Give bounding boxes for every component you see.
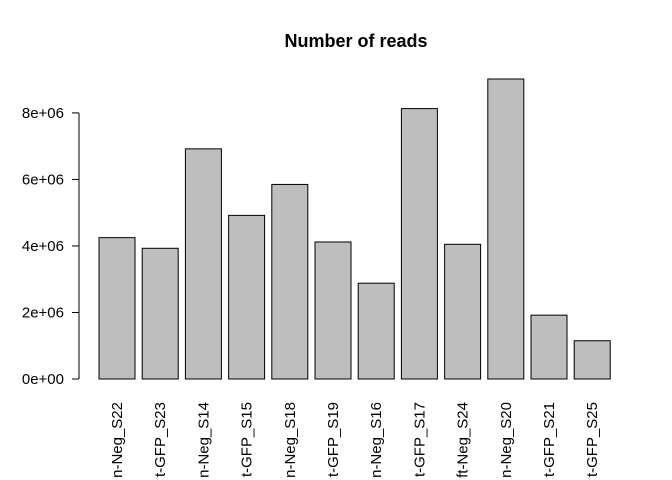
category-label: t-GFP_S23	[152, 402, 169, 477]
bar	[98, 237, 136, 380]
y-tick-label: 6e+06	[22, 171, 64, 188]
category-label: t-GFP_S25	[584, 402, 601, 477]
bars	[98, 78, 611, 380]
category-label: n-Neg_S14	[195, 402, 212, 478]
category-label: t-GFP_S15	[239, 402, 256, 477]
bar	[271, 183, 309, 380]
bar	[141, 247, 179, 380]
bar	[228, 214, 266, 380]
y-tick-label: 2e+06	[22, 304, 64, 321]
bar	[357, 282, 395, 380]
category-label: n-Neg_S22	[109, 402, 126, 478]
category-label: n-Neg_S18	[282, 402, 299, 478]
bar	[444, 243, 482, 380]
category-label: n-Neg_S16	[368, 402, 385, 478]
chart-title: Number of reads	[284, 31, 427, 51]
category-labels: n-Neg_S22 t-GFP_S23 n-Neg_S14 t-GFP_S15 n-Ne…	[109, 402, 601, 478]
y-axis: 0e+00 2e+06 4e+06 6e+06 8e+06	[22, 105, 80, 388]
y-tick-label: 8e+06	[22, 105, 64, 122]
bar	[530, 314, 568, 380]
bar	[573, 340, 611, 380]
bar	[400, 108, 438, 380]
category-label: t-GFP_S21	[541, 402, 558, 477]
bar	[487, 78, 525, 380]
y-tick-label: 4e+06	[22, 238, 64, 255]
category-label: n-Neg_S20	[498, 402, 515, 478]
bar	[314, 241, 352, 380]
category-label: ft-Neg_S24	[455, 402, 472, 478]
category-label: t-GFP_S17	[411, 402, 428, 477]
y-tick-label: 0e+00	[22, 371, 64, 388]
category-label: t-GFP_S19	[325, 402, 342, 477]
bar	[184, 148, 222, 380]
